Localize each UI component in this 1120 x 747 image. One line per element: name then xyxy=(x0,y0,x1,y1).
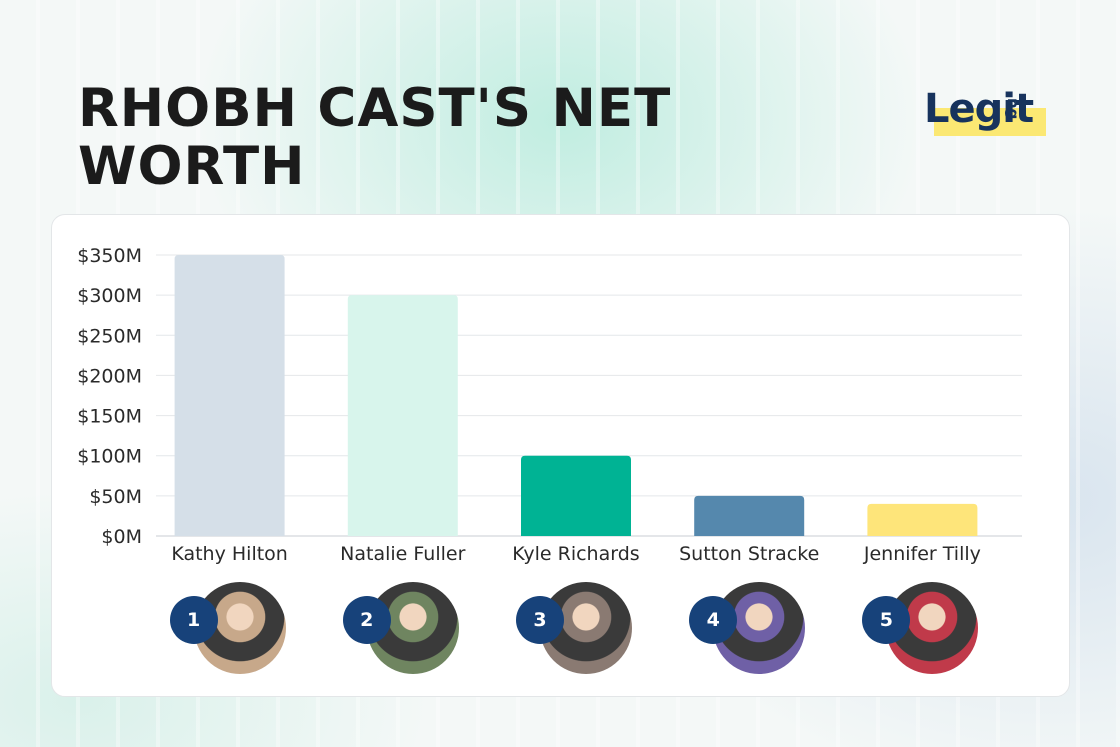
bar xyxy=(347,295,458,536)
y-tick-label: $200M xyxy=(77,365,142,387)
y-tick-label: $300M xyxy=(77,285,142,307)
y-tick-label: $150M xyxy=(77,406,142,428)
logo-text: Legit xyxy=(924,86,1034,132)
x-category-label: Kathy Hilton xyxy=(171,543,288,565)
legit-logo[interactable]: Legit ng xyxy=(922,86,1052,142)
logo-highlight xyxy=(934,108,1046,136)
page-title: RHOBH CAST'S NET WORTH xyxy=(78,78,672,197)
x-category-label: Sutton Stracke xyxy=(679,543,819,565)
y-tick-label: $250M xyxy=(77,325,142,347)
logo-suffix: ng xyxy=(1004,98,1022,120)
y-tick-label: $50M xyxy=(89,486,142,508)
bar xyxy=(174,255,285,536)
chart-card: $0M $50M $100M $150M $200M $250M $300M $350M Kat… xyxy=(51,214,1070,697)
bar xyxy=(694,495,805,536)
x-category-label: Kyle Richards xyxy=(512,543,639,565)
y-tick-label: $100M xyxy=(77,446,142,468)
bar xyxy=(867,503,978,536)
bar xyxy=(521,455,631,536)
bar-chart: $0M $50M $100M $150M $200M $250M $300M $350M Kat… xyxy=(77,245,1022,565)
x-category-label: Jennifer Tilly xyxy=(863,543,981,565)
x-category-label: Natalie Fuller xyxy=(340,543,465,565)
y-tick-label: $0M xyxy=(101,526,142,548)
y-tick-label: $350M xyxy=(77,245,142,267)
